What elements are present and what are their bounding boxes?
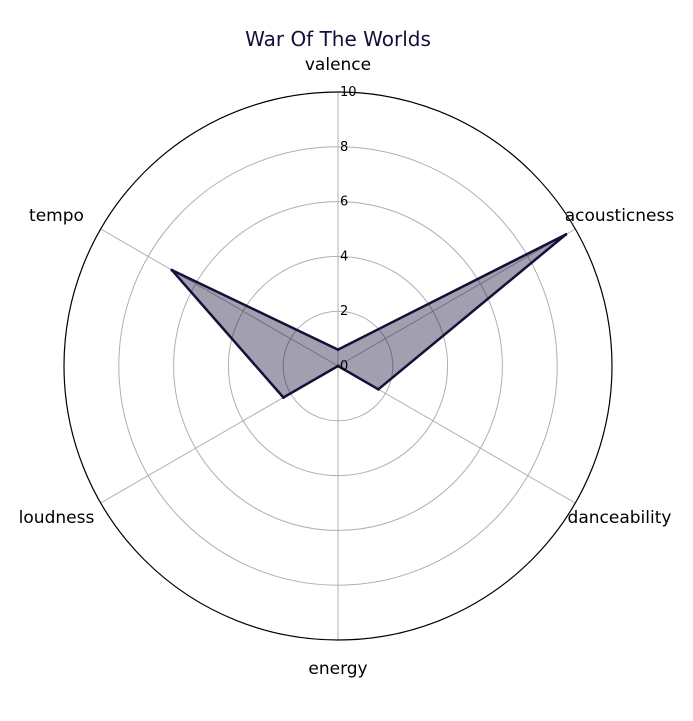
data-point-danceability	[376, 387, 380, 391]
axis-label-loudness: loudness	[19, 508, 95, 528]
data-area	[171, 234, 566, 398]
radial-tick-label: 10	[340, 85, 357, 100]
data-point-tempo	[170, 268, 174, 272]
radar-grid	[63, 91, 613, 641]
radar-labels: 0 2 4 6 8 10 valence acousticness danceability en…	[19, 55, 675, 679]
radar-data	[170, 232, 568, 400]
radial-tick-label: 2	[340, 304, 348, 319]
chart-title: War Of The Worlds	[245, 27, 431, 51]
axis-spoke	[100, 228, 339, 367]
data-point-valence	[336, 348, 340, 352]
data-point-energy	[336, 364, 340, 368]
axis-label-acousticness: acousticness	[565, 206, 675, 226]
axis-label-valence: valence	[305, 55, 371, 75]
data-point-loudness	[281, 396, 285, 400]
outer-frame	[63, 91, 613, 641]
radial-tick-label: 4	[340, 249, 348, 264]
radial-tick-label: 6	[340, 195, 348, 210]
axis-spoke	[337, 228, 576, 367]
data-point-acousticness	[564, 232, 568, 236]
radial-tick-label: 8	[340, 140, 348, 155]
radial-tick-label: 0	[340, 359, 348, 374]
axis-label-tempo: tempo	[29, 206, 84, 226]
axis-label-danceability: danceability	[568, 508, 672, 528]
axis-label-energy: energy	[308, 659, 367, 679]
